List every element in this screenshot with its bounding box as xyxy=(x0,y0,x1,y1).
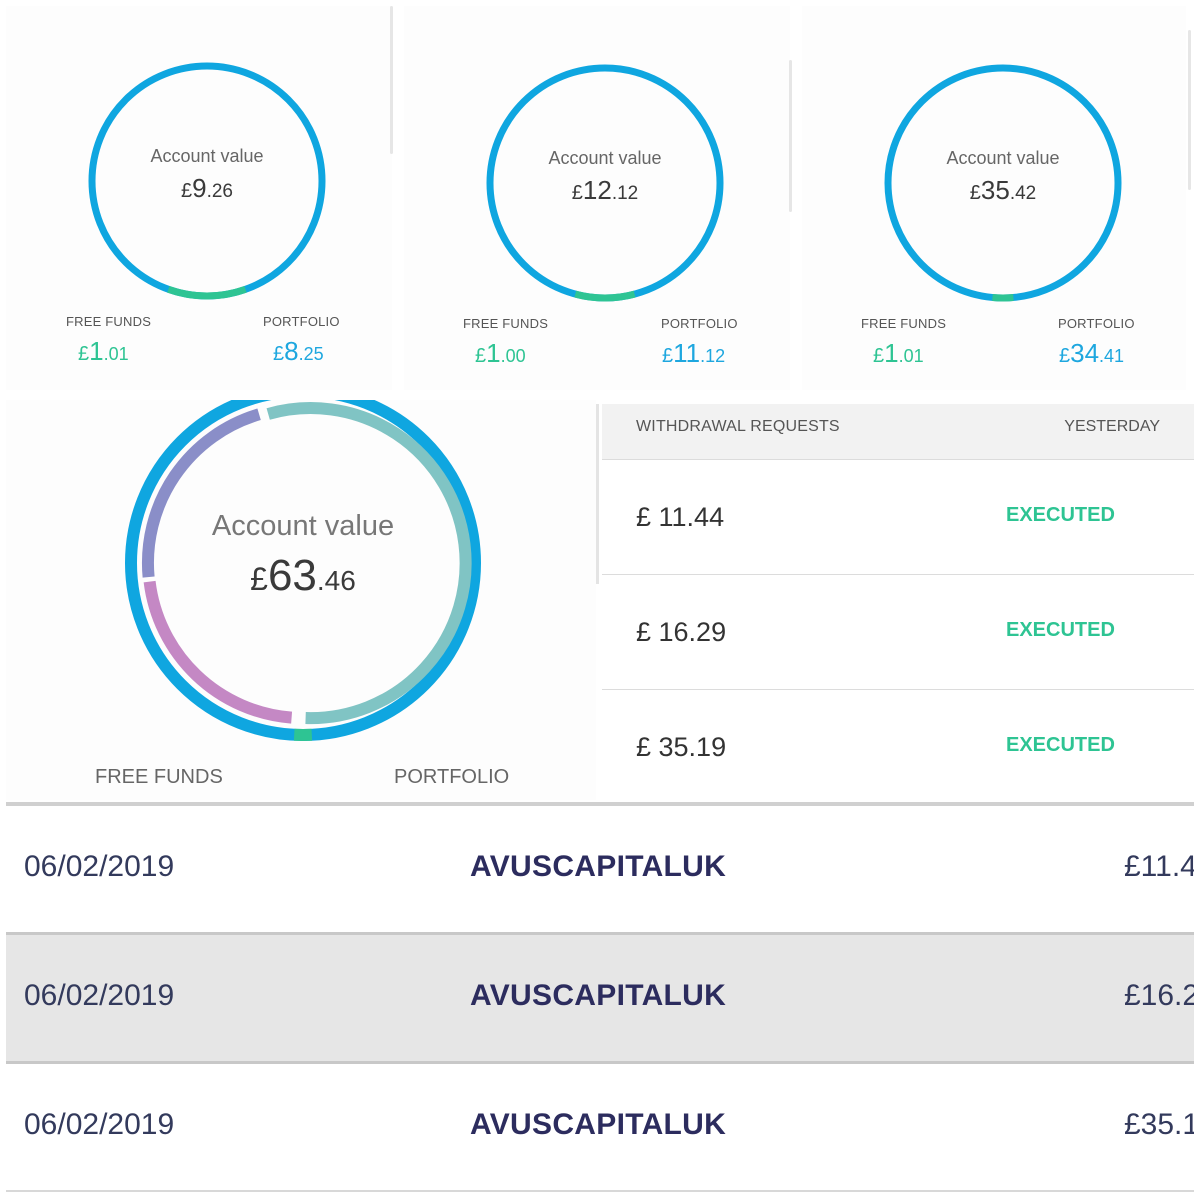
account-value-ring: Account value £9.26 xyxy=(82,56,332,306)
portfolio-label: PORTFOLIO xyxy=(1058,316,1135,331)
withdrawal-amount: £ 11.44 xyxy=(636,502,725,532)
withdrawal-status: EXECUTED xyxy=(1006,504,1115,526)
account-value-label: Account value xyxy=(548,148,662,168)
free-funds-label: FREE FUNDS xyxy=(463,316,549,331)
card-divider xyxy=(390,6,393,154)
account-value-label: Account value xyxy=(150,146,264,166)
account-ring-chart xyxy=(486,64,724,302)
portfolio-label: PORTFOLIO xyxy=(661,316,738,331)
account-value-label: Account value xyxy=(946,148,1060,168)
free-funds-value: £1.01 xyxy=(873,338,924,368)
card-divider xyxy=(789,60,792,212)
account-value-amount: £35.42 xyxy=(969,175,1037,205)
account-value-ring: Account value £35.42 xyxy=(878,58,1128,308)
account-card-1: Account value £9.26 FREE FUNDS £1.01 POR… xyxy=(6,6,392,390)
portfolio-value: £8.25 xyxy=(273,336,324,366)
transaction-row[interactable]: 06/02/2019 AVUSCAPITALUK £35.1 xyxy=(6,1064,1194,1190)
free-funds-label: FREE FUNDS xyxy=(95,766,223,788)
withdrawal-row[interactable]: £ 35.19 EXECUTED xyxy=(602,690,1194,804)
withdrawal-requests-date: YESTERDAY xyxy=(1064,418,1160,435)
transaction-date: 06/02/2019 xyxy=(24,979,175,1012)
withdrawal-requests-header: WITHDRAWAL REQUESTS YESTERDAY xyxy=(602,404,1194,460)
withdrawal-row[interactable]: £ 16.29 EXECUTED xyxy=(602,575,1194,690)
section-divider xyxy=(6,802,1194,806)
transaction-merchant: AVUSCAPITALUK xyxy=(470,1108,727,1141)
withdrawal-amount: £ 16.29 xyxy=(636,617,727,647)
card-divider xyxy=(1188,30,1191,190)
free-funds-label: FREE FUNDS xyxy=(861,316,947,331)
account-ring-chart xyxy=(88,62,326,300)
row-divider xyxy=(6,932,1194,935)
row-divider xyxy=(6,1190,1194,1192)
withdrawal-row[interactable]: £ 11.44 EXECUTED xyxy=(602,460,1194,575)
transaction-date: 06/02/2019 xyxy=(24,1108,175,1141)
holding-pink-arc xyxy=(143,580,293,724)
account-value-ring: Account value £12.12 xyxy=(480,58,730,308)
panel-divider xyxy=(596,404,599,584)
row-divider xyxy=(6,1061,1194,1064)
account-card-3: Account value £35.42 FREE FUNDS £1.01 PO… xyxy=(802,6,1186,390)
portfolio-label: PORTFOLIO xyxy=(263,314,340,329)
free-funds-value: £1.00 xyxy=(475,338,526,368)
free-funds-arc xyxy=(884,64,1122,302)
transaction-amount: £16.2 xyxy=(1124,979,1194,1012)
account-breakdown-chart xyxy=(125,400,481,742)
portfolio-value: £34.41 xyxy=(1059,338,1125,368)
withdrawal-status: EXECUTED xyxy=(1006,734,1115,756)
free-funds-value: £1.01 xyxy=(78,336,129,366)
transaction-row[interactable]: 06/02/2019 AVUSCAPITALUK £11.4 xyxy=(6,806,1194,932)
holding-teal-arc xyxy=(266,402,472,725)
portfolio-label: PORTFOLIO xyxy=(394,766,510,788)
holding-lavender-arc xyxy=(142,408,261,578)
withdrawal-status: EXECUTED xyxy=(1006,619,1115,641)
free-funds-label: FREE FUNDS xyxy=(66,314,152,329)
account-card-2: Account value £12.12 FREE FUNDS £1.00 PO… xyxy=(404,6,790,390)
withdrawal-amount: £ 35.19 xyxy=(636,732,727,762)
transaction-date: 06/02/2019 xyxy=(24,850,175,883)
account-value-amount: £9.26 xyxy=(180,173,233,203)
free-funds-arc xyxy=(486,64,724,302)
withdrawal-requests-panel: WITHDRAWAL REQUESTS YESTERDAY £ 11.44 EX… xyxy=(602,404,1194,802)
account-value-amount: £12.12 xyxy=(571,175,639,205)
free-funds-arc xyxy=(88,62,326,300)
transaction-amount: £11.4 xyxy=(1124,850,1194,883)
account-ring-chart xyxy=(884,64,1122,302)
transaction-amount: £35.1 xyxy=(1124,1108,1194,1141)
portfolio-value: £11.12 xyxy=(662,338,726,368)
transaction-row[interactable]: 06/02/2019 AVUSCAPITALUK £16.2 xyxy=(6,935,1194,1061)
transaction-merchant: AVUSCAPITALUK xyxy=(470,979,727,1012)
transaction-merchant: AVUSCAPITALUK xyxy=(470,850,727,883)
account-value-detail: Account value £63.46 FREE FUNDS PORTFOLI… xyxy=(6,400,596,800)
account-value-amount: £63.46 xyxy=(250,551,356,600)
account-value-label: Account value xyxy=(211,510,395,542)
withdrawal-requests-title: WITHDRAWAL REQUESTS xyxy=(636,418,840,435)
